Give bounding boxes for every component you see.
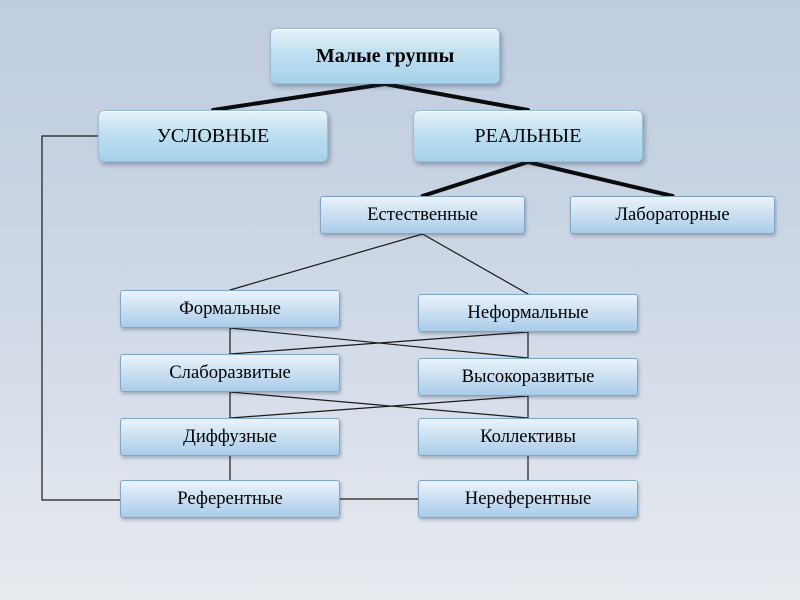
node-uslovnye: УСЛОВНЫЕ — [98, 110, 328, 162]
node-label: УСЛОВНЫЕ — [157, 125, 269, 148]
node-laborat: Лабораторные — [570, 196, 775, 234]
node-neformal: Неформальные — [418, 294, 638, 332]
node-slabo: Слаборазвитые — [120, 354, 340, 392]
node-label: Малые группы — [316, 45, 454, 68]
node-label: Неформальные — [467, 302, 588, 324]
node-estestv: Естественные — [320, 196, 525, 234]
node-kollekt: Коллективы — [418, 418, 638, 456]
node-formal: Формальные — [120, 290, 340, 328]
node-label: Слаборазвитые — [169, 362, 291, 384]
node-root: Малые группы — [270, 28, 500, 84]
node-label: Коллективы — [480, 426, 576, 448]
node-referent: Референтные — [120, 480, 340, 518]
node-label: Нереферентные — [465, 488, 592, 510]
node-label: Лабораторные — [615, 204, 729, 226]
node-label: Формальные — [179, 298, 281, 320]
node-label: Референтные — [177, 488, 283, 510]
node-realnye: РЕАЛЬНЫЕ — [413, 110, 643, 162]
node-label: Высокоразвитые — [462, 366, 595, 388]
node-label: РЕАЛЬНЫЕ — [475, 125, 582, 148]
node-label: Естественные — [367, 204, 478, 226]
node-nereferent: Нереферентные — [418, 480, 638, 518]
node-diffuz: Диффузные — [120, 418, 340, 456]
node-vysoko: Высокоразвитые — [418, 358, 638, 396]
node-label: Диффузные — [183, 426, 277, 448]
